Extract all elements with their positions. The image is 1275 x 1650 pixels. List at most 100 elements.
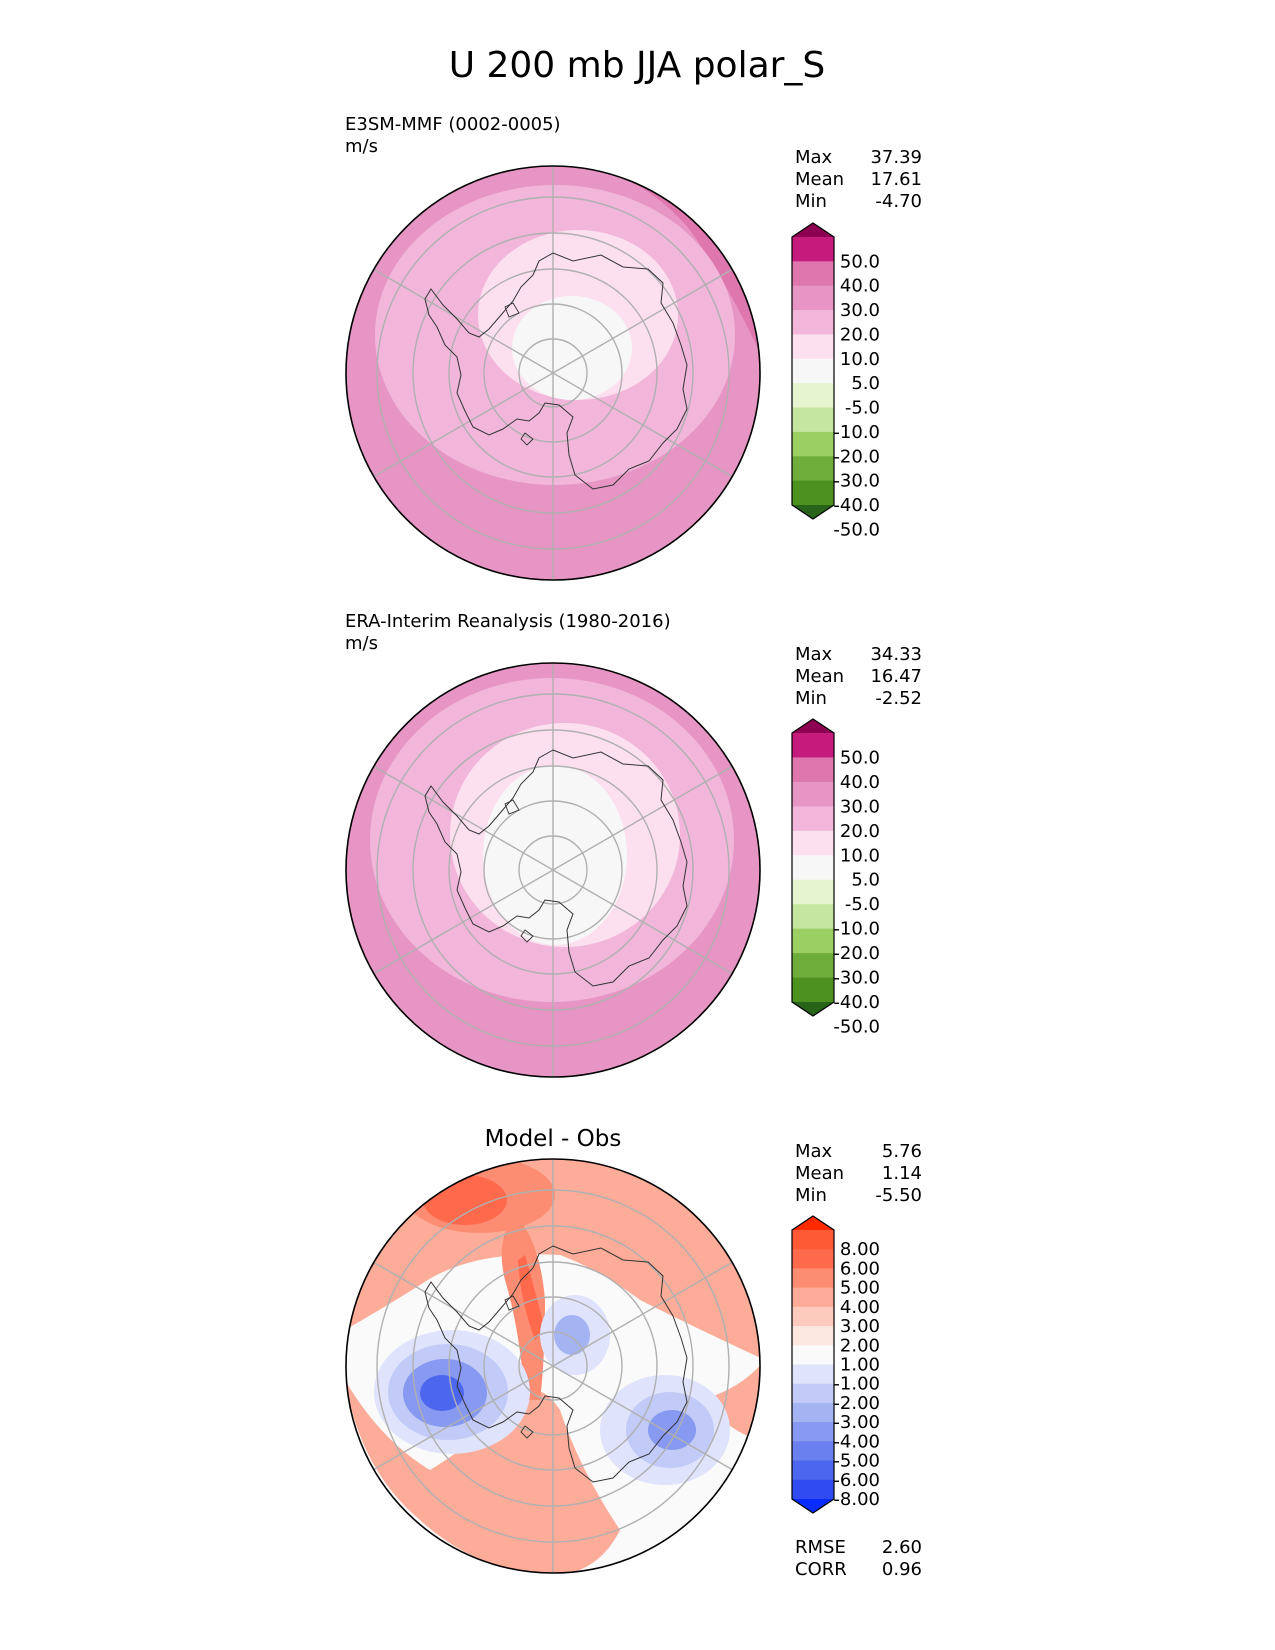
stat-label: Max: [795, 147, 833, 168]
panel-diff-map: [346, 1159, 760, 1573]
colorbar-tick-label: -4.00: [833, 1431, 880, 1452]
panel-ref-boundary: [345, 662, 761, 1078]
stat-label: CORR: [795, 1559, 847, 1580]
panel-test-boundary: [345, 165, 761, 581]
colorbar-segment: [792, 1422, 834, 1442]
colorbar-segment: [792, 904, 834, 930]
colorbar-outline: [791, 718, 835, 1017]
colorbar-tick-label: 6.00: [840, 1258, 880, 1279]
stat-value: -2.52: [875, 688, 922, 709]
stat-label: Min: [795, 1185, 827, 1206]
colorbar-tick-label: 40.0: [840, 772, 880, 793]
stat-label: Min: [795, 688, 827, 709]
colorbar-segment: [792, 830, 834, 856]
stat-value: -4.70: [875, 191, 922, 212]
stat-value: -5.50: [875, 1185, 922, 1206]
colorbar-tick-label: -40.0: [833, 992, 880, 1013]
figure-title: U 200 mb JJA polar_S: [449, 45, 826, 86]
colorbar-segment: [792, 928, 834, 954]
panel-ref-map: [346, 663, 760, 1077]
colorbar-segment: [792, 334, 834, 360]
stat-label: Min: [795, 191, 827, 212]
panel-test: E3SM-MMF (0002-0005) m/s Max 37.39 Mean …: [345, 114, 922, 581]
colorbar-segment: [792, 806, 834, 832]
colorbar-tick-label: -50.0: [833, 519, 880, 540]
colorbar-tick-label: 50.0: [840, 747, 880, 768]
colorbar-segment: [792, 358, 834, 384]
panel-ref-units: m/s: [345, 633, 378, 654]
stat-label: Max: [795, 644, 833, 665]
colorbar-extend-top: [792, 223, 834, 237]
colorbar-segment: [792, 1364, 834, 1385]
colorbar-segment: [792, 1249, 834, 1270]
colorbar-tick-label: 3.00: [840, 1316, 880, 1337]
colorbar-segment: [792, 480, 834, 506]
colorbar-tick-label: 2.00: [840, 1335, 880, 1356]
stat-value: 0.96: [882, 1559, 922, 1580]
colorbar-tick-label: 8.00: [840, 1239, 880, 1260]
colorbar-tick-label: -30.0: [833, 968, 880, 989]
colorbar-tick-label: -5.00: [833, 1451, 880, 1472]
panel-diff-title: Model - Obs: [485, 1126, 622, 1152]
stat-value: 2.60: [882, 1537, 922, 1558]
colorbar-tick-label: -50.0: [833, 1016, 880, 1037]
colorbar-segment: [792, 1268, 834, 1289]
colorbar-segment: [792, 1345, 834, 1366]
colorbar-segment: [792, 407, 834, 433]
colorbar-segment: [792, 1441, 834, 1462]
panel-test-units: m/s: [345, 136, 378, 157]
colorbar-segment: [792, 310, 834, 336]
colorbar-segment: [792, 1326, 834, 1346]
panel-diff: Model - Obs Max 5.7: [345, 1126, 922, 1580]
panel-test-map: [346, 166, 760, 580]
colorbar-tick-label: 40.0: [840, 276, 880, 297]
panel-test-colorbar: 50.0 40.0 30.0 20.0 10.0 5.0 -5.0 -10.0 -20.0 -30…: [791, 222, 880, 540]
colorbar-extend-top: [792, 719, 834, 733]
colorbar-tick-label: 50.0: [840, 251, 880, 272]
colorbar-segment: [792, 431, 834, 457]
colorbar-extend-top: [792, 1216, 834, 1230]
panel-test-name: E3SM-MMF (0002-0005): [345, 114, 561, 135]
colorbar-tick-label: 5.0: [851, 373, 880, 394]
colorbar-segment: [792, 879, 834, 905]
colorbar-segment: [792, 1402, 834, 1423]
colorbar-segment: [792, 383, 834, 409]
panel-ref: ERA-Interim Reanalysis (1980-2016) m/s M…: [345, 611, 922, 1078]
colorbar-segment: [792, 953, 834, 979]
colorbar-tick-label: 30.0: [840, 796, 880, 817]
colorbar-segment: [792, 977, 834, 1003]
stat-value: 17.61: [870, 169, 922, 190]
colorbar-tick-label: -10.0: [833, 422, 880, 443]
colorbar-tick-label: 10.0: [840, 845, 880, 866]
colorbar-segment: [792, 855, 834, 881]
colorbar-segment: [792, 757, 834, 783]
panel-diff-stats: Max 5.76 Mean 1.14 Min -5.50: [795, 1141, 922, 1206]
stat-label: Mean: [795, 1163, 844, 1184]
colorbar-segment: [792, 261, 834, 287]
stat-value: 34.33: [870, 644, 922, 665]
colorbar-tick-label: 1.00: [840, 1355, 880, 1376]
stat-value: 5.76: [882, 1141, 922, 1162]
colorbar-tick-label: -1.00: [833, 1374, 880, 1395]
panel-ref-colorbar: 50.0 40.0 30.0 20.0 10.0 5.0 -5.0 -10.0 -20.0 -30…: [791, 718, 880, 1037]
colorbar-segment: [792, 1306, 834, 1327]
colorbar-segment: [792, 1383, 834, 1404]
stat-label: RMSE: [795, 1537, 846, 1558]
colorbar-tick-label: -40.0: [833, 495, 880, 516]
colorbar-tick-label: 10.0: [840, 349, 880, 370]
colorbar-segment: [792, 237, 834, 262]
colorbar-outline: [791, 1215, 835, 1514]
colorbar-tick-label: -10.0: [833, 919, 880, 940]
colorbar-tick-label: -8.00: [833, 1489, 880, 1510]
stat-value: 1.14: [882, 1163, 922, 1184]
colorbar-tick-label: 5.0: [851, 870, 880, 891]
colorbar-tick-label: 4.00: [840, 1297, 880, 1318]
stat-label: Max: [795, 1141, 833, 1162]
colorbar-segment: [792, 1287, 834, 1308]
colorbar-tick-label: -20.0: [833, 446, 880, 467]
colorbar-segment: [792, 1230, 834, 1250]
colorbar-extend-bottom: [792, 1002, 834, 1016]
colorbar-segment: [792, 1460, 834, 1481]
colorbar-tick-label: -6.00: [833, 1470, 880, 1491]
